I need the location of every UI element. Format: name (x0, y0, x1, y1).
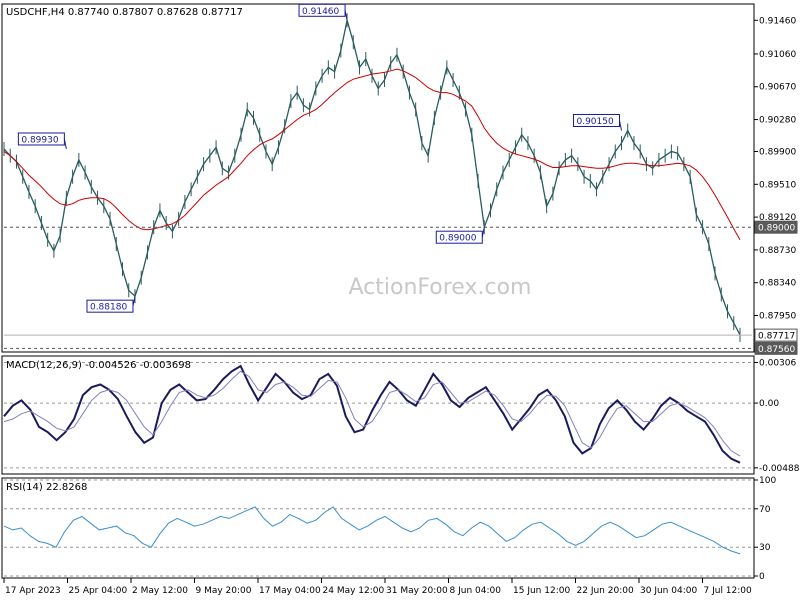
macd-pane: 0.00306 0.00 -0.004887 (3, 359, 800, 474)
macd-series-0 (3, 364, 741, 464)
price-pane-frame (1, 3, 755, 353)
x-axis: 17 Apr 2023 25 Apr 04:00 2 May 12:00 9 May … (3, 578, 753, 596)
price-level-tag-label: 0.87717 (758, 332, 795, 342)
x-tick-label: 30 Jun 04:00 (640, 586, 697, 596)
watermark: ActionForex.com (349, 275, 532, 300)
price-y-tick-label: 0.90670 (759, 83, 796, 93)
rsi-y-tick-label: 0 (759, 572, 765, 582)
price-level-tag-label: 0.89000 (758, 224, 795, 234)
macd-pane-frame (1, 355, 755, 475)
macd-y-tick-label: -0.004887 (759, 464, 800, 474)
rsi-pane-frame (1, 477, 755, 579)
rsi-series-0 (3, 506, 741, 555)
price-annotation-label: 0.91460 (302, 7, 339, 17)
price-annotation-leader (344, 10, 348, 21)
macd-y-tick-label: 0.00306 (759, 359, 796, 369)
price-level-tag (754, 328, 798, 342)
x-tick-label: 9 May 20:00 (196, 586, 252, 596)
x-tick-label: 15 Jun 12:00 (513, 586, 570, 596)
rsi-y-tick-label: 100 (759, 476, 776, 486)
price-pane: 0.91460 0.91060 0.90670 0.90280 0.89900 0.895… (3, 3, 798, 355)
price-y-tick-label: 0.88730 (759, 246, 796, 256)
rsi-pane-title: RSI(14) 22.8268 (6, 482, 87, 493)
macd-y-tick-label: 0.00 (759, 399, 779, 409)
macd-series-1 (3, 370, 741, 457)
price-level-tag (754, 220, 798, 234)
rsi-pane: 100 70 30 0 (3, 476, 776, 582)
x-tick-label: 17 May 04:00 (259, 586, 321, 596)
x-tick-label: 24 May 12:00 (323, 586, 385, 596)
price-level-tag (754, 341, 798, 355)
x-tick-label: 8 Jun 04:00 (450, 586, 502, 596)
x-tick-label: 31 May 20:00 (386, 586, 448, 596)
price-annotation-leader (132, 296, 136, 307)
price-y-tick-label: 0.89120 (759, 213, 796, 223)
price-annotation-leader (481, 227, 485, 238)
price-annotation-label: 0.89930 (21, 135, 58, 145)
price-y-tick-label: 0.87950 (759, 312, 796, 322)
x-tick-label: 2 May 12:00 (132, 586, 188, 596)
price-annotation-label: 0.88180 (90, 303, 127, 313)
price-annotation-leader (619, 120, 622, 131)
price-series-1 (3, 68, 741, 241)
price-y-tick-label: 0.90280 (759, 116, 796, 126)
rsi-y-tick-label: 30 (759, 543, 771, 553)
rsi-y-tick-label: 70 (759, 505, 771, 515)
price-pane-title: USDCHF,H4 0.87740 0.87807 0.87628 0.8771… (6, 7, 243, 18)
macd-pane-title: MACD(12,26,9) -0.004526 -0.003698 (6, 360, 191, 371)
price-annotation-label: 0.89000 (439, 234, 476, 244)
x-tick-label: 17 Apr 2023 (5, 586, 61, 596)
x-tick-label: 22 Jun 20:00 (577, 586, 634, 596)
price-level-tag-label: 0.87560 (758, 345, 795, 355)
price-annotation-leader (63, 138, 67, 150)
price-y-tick-label: 0.89900 (759, 148, 796, 158)
price-y-tick-label: 0.91460 (759, 16, 796, 26)
price-y-tick-label: 0.88340 (759, 279, 796, 289)
x-tick-label: 7 Jul 12:00 (704, 586, 753, 596)
price-y-tick-label: 0.91060 (759, 50, 796, 60)
price-y-tick-label: 0.89510 (759, 180, 796, 190)
price-annotation-label: 0.90150 (576, 117, 613, 127)
x-tick-label: 25 Apr 04:00 (69, 586, 128, 596)
